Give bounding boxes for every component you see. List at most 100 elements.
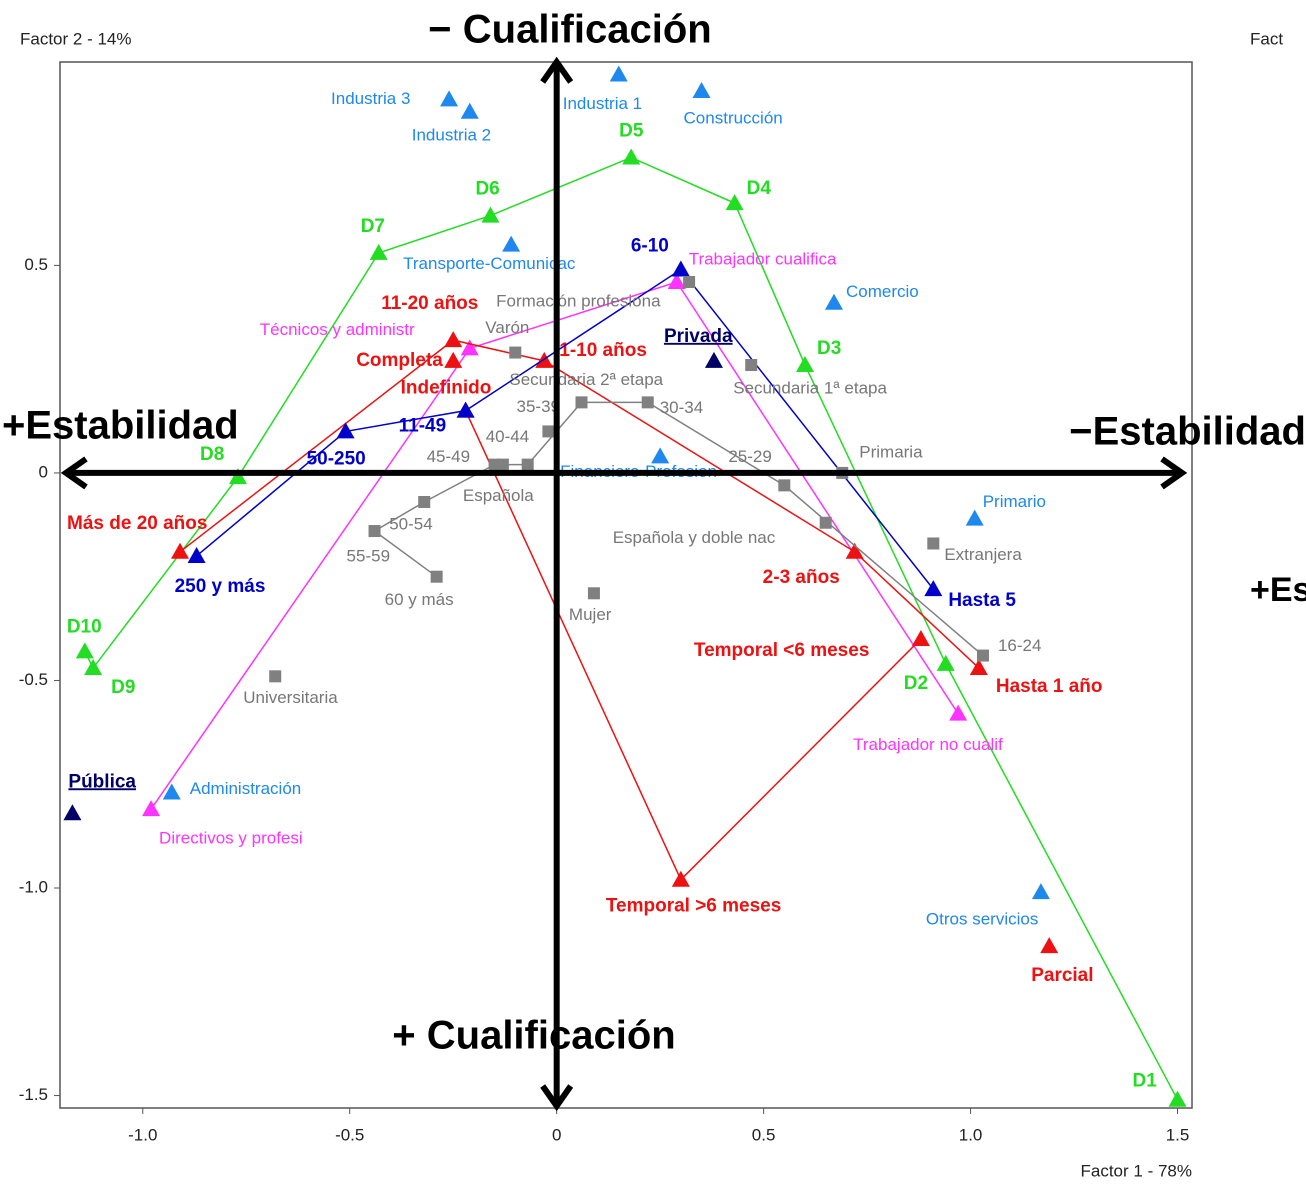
point — [609, 65, 628, 82]
point — [965, 509, 984, 526]
x-tick-label: 0 — [552, 1125, 561, 1144]
point — [1040, 937, 1059, 954]
point-label: Técnicos y administr — [260, 320, 415, 339]
point-label: Hasta 5 — [948, 590, 1016, 611]
point — [63, 804, 82, 821]
point — [667, 272, 686, 289]
point-label: Pública — [68, 771, 136, 792]
point-label: Trabajador no cualif — [853, 735, 1003, 754]
point-label: 50-250 — [307, 448, 366, 469]
point-label: Formación profesiona — [496, 291, 661, 310]
point — [502, 235, 521, 252]
annotation: +Estabilidad — [2, 404, 239, 448]
point — [641, 396, 654, 409]
point-label: 11-20 años — [381, 293, 478, 314]
x-tick-label: 0.5 — [752, 1125, 776, 1144]
point — [704, 351, 723, 368]
point — [368, 525, 381, 538]
point — [969, 659, 988, 676]
point-label: 30-34 — [660, 398, 703, 417]
x-tick-label: 1.5 — [1166, 1125, 1190, 1144]
point — [456, 401, 475, 418]
point — [542, 425, 555, 438]
plot-frame — [59, 61, 1193, 1109]
point-label: Universitaria — [243, 688, 338, 707]
point-label: Hasta 1 año — [996, 676, 1103, 697]
point — [142, 800, 161, 817]
point-label: Temporal <6 meses — [694, 640, 870, 661]
x-tick-label: 1.0 — [959, 1125, 983, 1144]
point-label: Comercio — [846, 282, 919, 301]
point — [269, 670, 282, 683]
point-label: Administración — [190, 779, 302, 798]
point-label: Primario — [983, 492, 1046, 511]
point-label: Varón — [485, 318, 529, 337]
annotation: + Cualificación — [392, 1014, 675, 1058]
point — [976, 649, 989, 662]
arrow-head — [60, 456, 88, 490]
point — [481, 206, 500, 223]
x-axis-title: Factor 1 - 78% — [1081, 1161, 1193, 1180]
point — [936, 654, 955, 671]
arrow-head — [1160, 456, 1188, 490]
point — [162, 783, 181, 800]
point-label: 35-39 — [517, 397, 560, 416]
point-label: Parcial — [1031, 965, 1093, 986]
point-label: D8 — [200, 444, 224, 465]
point — [369, 243, 388, 260]
point — [683, 275, 696, 288]
point — [845, 542, 864, 559]
point — [228, 468, 247, 485]
point-label: 11-49 — [399, 416, 447, 437]
point-label: Secundaria 1ª etapa — [733, 378, 887, 397]
point-label: Española y doble nac — [613, 528, 776, 547]
point-label: Transporte-Comunicac — [403, 254, 576, 273]
point-label: 40-44 — [486, 427, 529, 446]
point — [824, 293, 843, 310]
point-label: Construcción — [684, 109, 783, 128]
point-label: Española — [463, 486, 534, 505]
point-label: D1 — [1133, 1071, 1158, 1092]
point-label: Mujer — [569, 605, 612, 624]
point — [521, 458, 534, 471]
point — [796, 356, 815, 373]
y-tick-label: -1.0 — [19, 877, 48, 896]
point — [440, 90, 459, 107]
point — [924, 580, 943, 597]
point — [84, 659, 103, 676]
point-label: Industria 3 — [331, 89, 410, 108]
point-label: Privada — [664, 326, 733, 347]
point-label: 55-59 — [347, 547, 390, 566]
point-label: D9 — [111, 677, 135, 698]
point — [927, 537, 940, 550]
point — [496, 458, 509, 471]
point — [692, 82, 711, 99]
point-label: D5 — [619, 120, 644, 141]
arrow-head — [540, 56, 574, 84]
point — [460, 339, 479, 356]
x-tick-label: -1.0 — [128, 1125, 157, 1144]
point-label: Secundaria 2ª etapa — [509, 370, 663, 389]
point-label: Industria 2 — [412, 125, 491, 144]
point-label: 16-24 — [998, 636, 1041, 655]
point — [1168, 1090, 1187, 1107]
series-line — [150, 281, 959, 810]
point-label: 45-49 — [427, 447, 470, 466]
point-label: 2-3 años — [763, 567, 840, 588]
point-label: Temporal >6 meses — [606, 896, 782, 917]
point-label: 6-10 — [631, 236, 669, 257]
point — [336, 422, 355, 439]
annotation: +Es — [1250, 571, 1306, 609]
point-label: Otros servicios — [926, 910, 1038, 929]
point-label: Primaria — [859, 442, 923, 461]
point-label: 60 y más — [385, 590, 454, 609]
point-label: Extranjera — [944, 545, 1022, 564]
point-label: Completa — [356, 350, 443, 371]
point-label: 25-29 — [728, 447, 771, 466]
point — [778, 479, 791, 492]
point-label: D7 — [361, 216, 385, 237]
point-label: Más de 20 años — [67, 513, 207, 534]
point — [651, 447, 670, 464]
